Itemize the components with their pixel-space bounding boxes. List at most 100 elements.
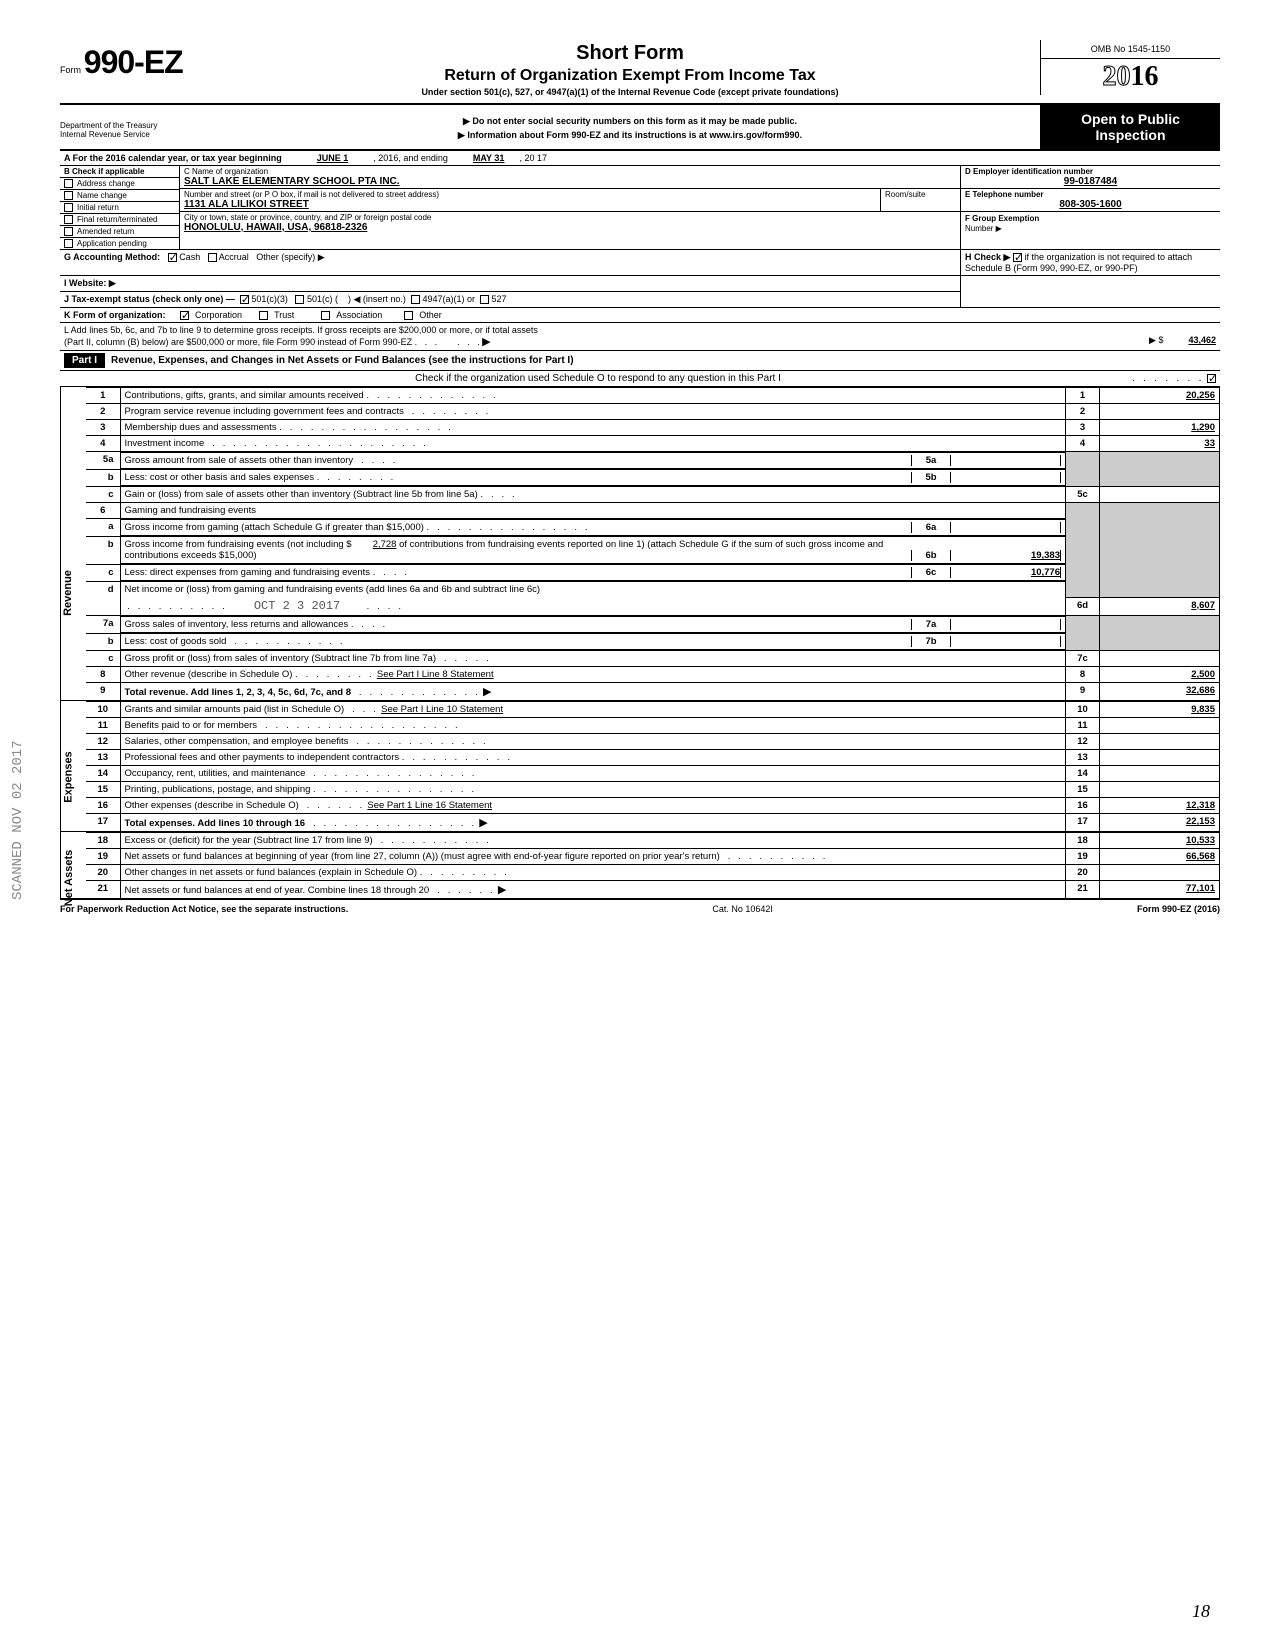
city-value: HONOLULU, HAWAII, USA, 96818-2326	[184, 222, 956, 233]
checkbox-h-icon[interactable]	[1013, 253, 1022, 262]
check-amended: Amended return	[60, 226, 179, 238]
checkbox-icon[interactable]	[64, 203, 73, 212]
omb-number: OMB No 1545-1150	[1041, 40, 1220, 59]
col-name-address: C Name of organization SALT LAKE ELEMENT…	[180, 166, 960, 249]
checkbox-icon[interactable]	[64, 239, 73, 248]
title-box: Short Form Return of Organization Exempt…	[220, 40, 1040, 103]
l-dollar: ▶ $	[1149, 335, 1163, 345]
g-accounting: G Accounting Method: Cash Accrual Other …	[60, 250, 960, 275]
line-19: 19Net assets or fund balances at beginni…	[86, 849, 1220, 865]
part1-label: Part I	[64, 353, 105, 368]
j-tax-status: J Tax-exempt status (check only one) — 5…	[60, 292, 960, 307]
title-description: Under section 501(c), 527, or 4947(a)(1)…	[230, 87, 1030, 97]
row-g-h: G Accounting Method: Cash Accrual Other …	[60, 250, 1220, 276]
expenses-table: 10Grants and similar amounts paid (list …	[86, 701, 1220, 832]
warning-ssn: ▶ Do not enter social security numbers o…	[230, 116, 1030, 127]
line-7a: 7aGross sales of inventory, less returns…	[86, 616, 1220, 634]
checkbox-icon[interactable]	[64, 191, 73, 200]
line-5b: bLess: cost or other basis and sales exp…	[86, 469, 1220, 487]
checkbox-accrual-icon[interactable]	[208, 253, 217, 262]
line-6: 6Gaming and fundraising events	[86, 503, 1220, 519]
page-number: 18	[1192, 1601, 1210, 1622]
i-website: I Website: ▶	[60, 276, 960, 292]
checkbox-cash-icon[interactable]	[168, 253, 177, 262]
checkbox-4947-icon[interactable]	[411, 295, 420, 304]
line-21: 21Net assets or fund balances at end of …	[86, 881, 1220, 900]
sub-header-row: Department of the Treasury Internal Reve…	[60, 105, 1220, 151]
header-grid: B Check if applicable Address change Nam…	[60, 166, 1220, 250]
line-18: 18Excess or (deficit) for the year (Subt…	[86, 833, 1220, 849]
scanned-stamp: SCANNED NOV 02 2017	[10, 740, 26, 900]
check-initial: Initial return	[60, 202, 179, 214]
line-5a: 5aGross amount from sale of assets other…	[86, 452, 1220, 470]
checkbox-527-icon[interactable]	[480, 295, 489, 304]
checkbox-icon[interactable]	[64, 179, 73, 188]
line-20: 20Other changes in net assets or fund ba…	[86, 865, 1220, 881]
k-row: K Form of organization: Corporation Trus…	[60, 308, 1220, 323]
check-final: Final return/terminated	[60, 214, 179, 226]
omb-year-box: OMB No 1545-1150 2016	[1040, 40, 1220, 95]
checkbox-501c3-icon[interactable]	[240, 295, 249, 304]
footer-form: Form 990-EZ (2016)	[1137, 904, 1220, 914]
dept-line1: Department of the Treasury	[60, 121, 220, 130]
netassets-side-label: Net Assets	[60, 832, 86, 900]
checkbox-assoc-icon[interactable]	[321, 311, 330, 320]
l-value: 43,462	[1188, 335, 1216, 345]
checkbox-corp-icon[interactable]	[180, 311, 189, 320]
part1-check-row: Check if the organization used Schedule …	[60, 371, 1220, 387]
line-6d: . . . . . . . . . . OCT 2 3 2017 . . . .…	[86, 597, 1220, 616]
revenue-side-label: Revenue	[60, 387, 86, 701]
form-header: Form 990-EZ Short Form Return of Organiz…	[60, 40, 1220, 105]
street-label: Number and street (or P O box, if mail i…	[184, 190, 876, 199]
org-name: SALT LAKE ELEMENTARY SCHOOL PTA INC.	[184, 176, 956, 187]
open-to-public-box: Open to Public Inspection	[1040, 105, 1220, 149]
year-suffix: 16	[1131, 61, 1159, 92]
net-assets-section: Net Assets 18Excess or (deficit) for the…	[60, 832, 1220, 900]
department-box: Department of the Treasury Internal Reve…	[60, 105, 220, 149]
d-label: D Employer identification number	[965, 167, 1216, 176]
revenue-section: Revenue 1Contributions, gifts, grants, a…	[60, 387, 1220, 701]
f-label: F Group Exemption	[965, 214, 1039, 223]
line-a-label: A For the 2016 calendar year, or tax yea…	[64, 153, 282, 163]
street-cell: Number and street (or P O box, if mail i…	[180, 189, 880, 212]
line-6d-spacer: dNet income or (loss) from gaming and fu…	[86, 582, 1220, 598]
footer-cat: Cat. No 10642I	[712, 904, 773, 914]
title-subtitle: Return of Organization Exempt From Incom…	[230, 67, 1030, 85]
line-12: 12Salaries, other compensation, and empl…	[86, 734, 1220, 750]
line-7b: bLess: cost of goods sold . . . . . . . …	[86, 633, 1220, 651]
checkbox-501c-icon[interactable]	[295, 295, 304, 304]
e-label: E Telephone number	[965, 190, 1216, 199]
line-9: 9Total revenue. Add lines 1, 2, 3, 4, 5c…	[86, 683, 1220, 701]
checkbox-icon[interactable]	[64, 227, 73, 236]
line-4: 4Investment income . . . . . . . . . . .…	[86, 436, 1220, 452]
row-i-j: I Website: ▶ J Tax-exempt status (check …	[60, 276, 1220, 308]
line-6c: cLess: direct expenses from gaming and f…	[86, 564, 1220, 582]
dept-line2: Internal Revenue Service	[60, 130, 220, 139]
line-15: 15Printing, publications, postage, and s…	[86, 782, 1220, 798]
checkbox-part1-icon[interactable]	[1207, 374, 1216, 383]
h-continued	[960, 276, 1220, 307]
line-16: 16Other expenses (describe in Schedule O…	[86, 798, 1220, 814]
checkbox-other-icon[interactable]	[404, 311, 413, 320]
form-number: 990-EZ	[84, 44, 183, 80]
checkbox-trust-icon[interactable]	[259, 311, 268, 320]
check-address: Address change	[60, 178, 179, 190]
l-text1: L Add lines 5b, 6c, and 7b to line 9 to …	[64, 325, 1216, 335]
city-cell: City or town, state or province, country…	[180, 212, 960, 234]
period-mid: , 2016, and ending	[373, 153, 448, 163]
period-end: MAY 31	[473, 153, 505, 163]
f-group-cell: F Group Exemption Number ▶	[961, 212, 1220, 234]
city-label: City or town, state or province, country…	[184, 213, 956, 222]
line-6b: bGross income from fundraising events (n…	[86, 536, 1220, 564]
year-prefix: 20	[1103, 61, 1131, 92]
line-17: 17Total expenses. Add lines 10 through 1…	[86, 814, 1220, 832]
line-10: 10Grants and similar amounts paid (list …	[86, 702, 1220, 718]
street-value: 1131 ALA LILIKOI STREET	[184, 199, 876, 210]
line-3: 3Membership dues and assessments . . . .…	[86, 420, 1220, 436]
checkbox-icon[interactable]	[64, 215, 73, 224]
period-year: , 20 17	[519, 153, 547, 163]
line-5c: cGain or (loss) from sale of assets othe…	[86, 487, 1220, 503]
part1-header-row: Part I Revenue, Expenses, and Changes in…	[60, 351, 1220, 371]
line-6a: aGross income from gaming (attach Schedu…	[86, 519, 1220, 537]
received-stamp: OCT 2 3 2017	[254, 599, 340, 613]
